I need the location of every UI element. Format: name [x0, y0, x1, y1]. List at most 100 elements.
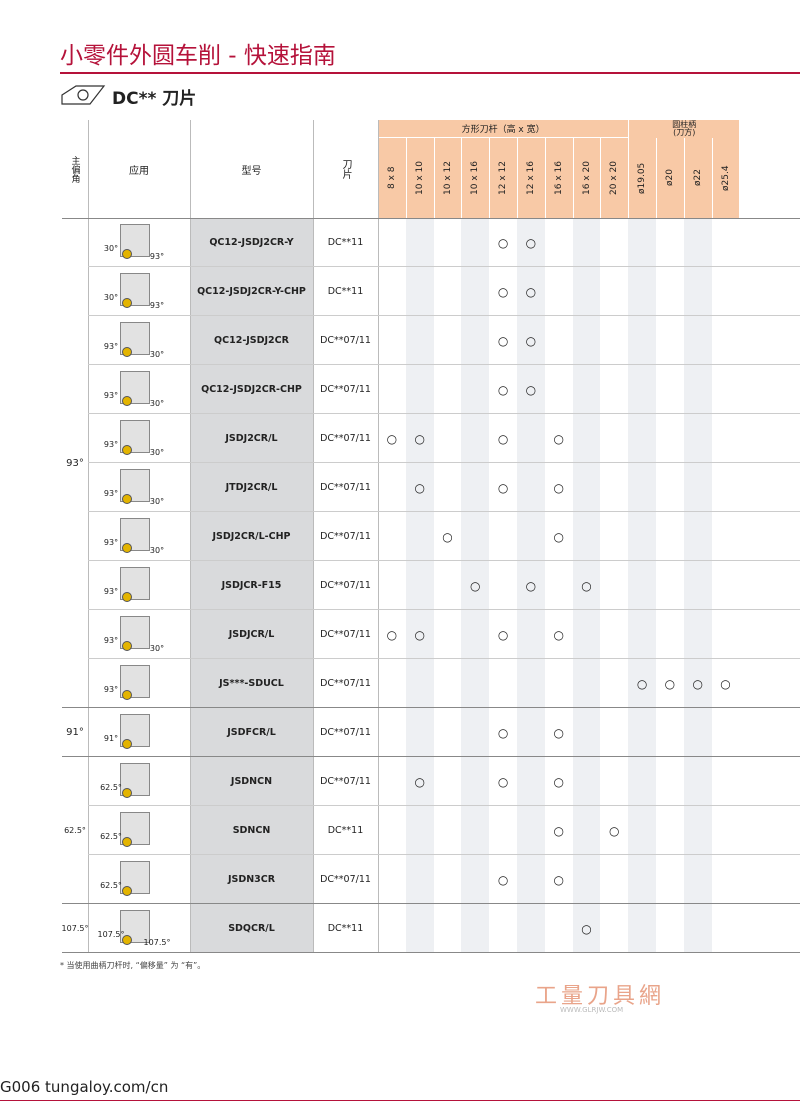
availability-mark: ○ — [414, 627, 425, 642]
illustration-label: 93° — [103, 439, 119, 449]
header-cell — [461, 138, 490, 218]
footer-rule — [0, 1100, 800, 1101]
illustration-label: 91° — [103, 733, 119, 743]
row-rule — [88, 854, 800, 855]
column-header: 10 x 16 — [470, 161, 481, 195]
availability-mark: ○ — [525, 578, 537, 593]
rule — [378, 120, 379, 953]
insert: DC**07/11 — [320, 335, 371, 346]
illustration-label: 30° — [103, 243, 119, 253]
header: 应用 — [129, 165, 149, 177]
rule — [313, 120, 314, 953]
insert: DC**07/11 — [320, 727, 371, 738]
insert-tip — [122, 935, 132, 945]
illustration-label: 62.5° — [100, 782, 122, 792]
availability-mark: ○ — [414, 480, 425, 495]
availability-mark: ○ — [692, 676, 703, 691]
column-shade — [572, 218, 601, 953]
model: JSDJ2CR/L — [225, 433, 278, 444]
availability-mark: ○ — [636, 676, 648, 691]
availability-mark: ○ — [386, 627, 398, 642]
watermark-url: WWW.GLRJW.COM — [560, 1006, 624, 1014]
row-rule — [88, 413, 800, 414]
header-cell — [683, 138, 712, 218]
availability-mark: ○ — [386, 431, 398, 446]
column-header: 12 x 16 — [525, 161, 536, 195]
header: 主偏角 — [69, 155, 80, 183]
illustration-label: 62.5° — [100, 831, 122, 841]
availability-mark: ○ — [470, 578, 481, 593]
insert: DC**07/11 — [320, 580, 371, 591]
availability-mark: ○ — [581, 578, 592, 593]
illustration-label: 93° — [149, 300, 165, 310]
column-header: 16 x 20 — [581, 161, 592, 195]
column-shade — [405, 218, 434, 953]
illustration-label: 107.5° — [97, 929, 125, 939]
footer: G006 tungaloy.com/cn — [0, 1078, 168, 1096]
column-shade — [683, 218, 712, 953]
row-rule — [88, 658, 800, 659]
model: QC12-JSDJ2CR — [214, 335, 289, 346]
availability-mark: ○ — [497, 480, 509, 495]
column-shade — [517, 218, 545, 953]
insert-tip — [122, 739, 132, 749]
model: JS***-SDUCL — [219, 678, 284, 689]
availability-mark: ○ — [553, 480, 564, 495]
model: JSDFCR/L — [227, 727, 276, 738]
angle: 62.5° — [64, 826, 86, 835]
illustration-label: 30° — [149, 496, 165, 506]
footnote: * 当使用曲柄刀杆时, “偏移量” 为 “有”。 — [60, 961, 206, 970]
model: JSDN3CR — [227, 874, 276, 885]
rule — [88, 120, 89, 953]
site: tungaloy.com/cn — [45, 1078, 169, 1096]
group-rule — [62, 952, 800, 953]
title-rule — [60, 72, 800, 74]
availability-mark: ○ — [497, 284, 509, 299]
group-header: 方形刀杆（高 x 宽） — [378, 120, 629, 138]
group-rule — [62, 707, 800, 708]
illustration-label: 93° — [103, 684, 119, 694]
header-cell — [433, 138, 462, 218]
availability-mark: ○ — [497, 872, 509, 887]
row-rule — [88, 315, 800, 316]
insert-tip — [122, 837, 132, 847]
insert: DC**07/11 — [320, 776, 371, 787]
column-header: ø19.05 — [637, 162, 648, 194]
illustration-label: 30° — [149, 545, 165, 555]
tool-body — [120, 371, 150, 404]
group-rule — [62, 756, 800, 757]
column-header: 10 x 12 — [442, 161, 453, 195]
insert-tip — [122, 249, 132, 259]
header-cell — [572, 138, 601, 218]
illustration-label: 62.5° — [100, 880, 122, 890]
angle: 93° — [66, 457, 84, 469]
insert-icon — [61, 85, 106, 105]
header-cell — [656, 138, 684, 218]
insert: DC**11 — [327, 923, 364, 934]
illustration-label: 30° — [103, 292, 119, 302]
header-cell — [544, 138, 573, 218]
availability-mark: ○ — [414, 431, 425, 446]
section-title: DC** 刀片 — [112, 89, 197, 109]
column-header: 16 x 16 — [553, 161, 564, 195]
insert: DC**07/11 — [320, 531, 371, 542]
model: JSDJ2CR/L-CHP — [212, 531, 291, 542]
page-number: G006 — [0, 1078, 41, 1096]
angle: 91° — [66, 727, 84, 738]
insert: DC**11 — [327, 825, 364, 836]
availability-mark: ○ — [525, 284, 537, 299]
column-header: 12 x 12 — [498, 161, 509, 195]
availability-mark: ○ — [497, 627, 509, 642]
row-rule — [88, 560, 800, 561]
watermark: 工量刀具網 — [535, 984, 666, 1009]
availability-mark: ○ — [553, 725, 564, 740]
group-header: 圆柱柄 (刀方) — [628, 120, 740, 138]
illustration-label: 93° — [149, 251, 165, 261]
insert-tip — [122, 886, 132, 896]
column-shade — [461, 218, 490, 953]
tool-body — [120, 763, 150, 796]
insert: DC**07/11 — [320, 629, 371, 640]
insert: DC**11 — [327, 237, 364, 248]
illustration-label: 93° — [103, 341, 119, 351]
availability-mark: ○ — [609, 823, 620, 838]
